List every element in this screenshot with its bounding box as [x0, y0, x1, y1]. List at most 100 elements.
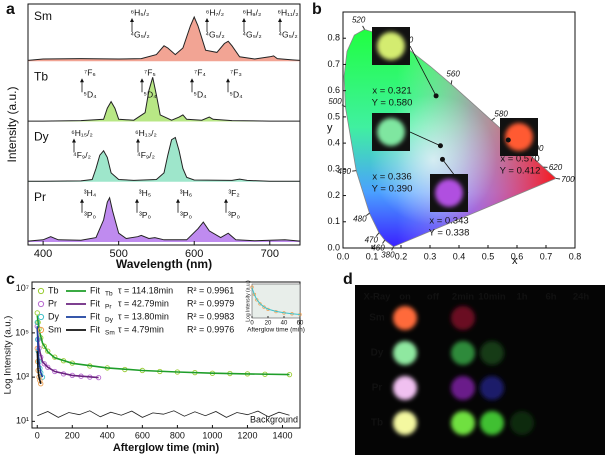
wavelength-label: 500: [328, 97, 342, 106]
fit-r2: R² = 0.9979: [187, 298, 234, 308]
transition-lower: ³P₀: [84, 210, 97, 220]
series-name: Tb: [34, 69, 48, 83]
x-tick-label: 0.3: [424, 251, 437, 261]
y-tick-label: 0.8: [327, 33, 340, 43]
transition-lower: ³P₀: [139, 210, 152, 220]
legend-label: Fit: [90, 285, 100, 295]
fit-line: [36, 326, 44, 378]
fit-r2: R² = 0.9976: [187, 324, 234, 334]
locus-tick: [491, 117, 496, 121]
x-tick-label: 0: [35, 430, 40, 440]
row-label: Tb: [371, 418, 383, 429]
background-label: Background: [250, 414, 298, 424]
x-tick-label: 0.7: [540, 251, 553, 261]
wavelength-label: 480: [353, 214, 367, 223]
inset-x-tick-label: 0: [250, 321, 254, 327]
x-tick-label: 1000: [202, 430, 222, 440]
inset-fit: [251, 287, 301, 315]
inset-x-label: Afterglow time (min): [247, 327, 305, 334]
fit-line: [36, 328, 99, 379]
legend-subscript: Pr: [105, 304, 112, 311]
y-tick-label: 0.5: [327, 111, 340, 121]
wavelength-label: 580: [494, 109, 508, 118]
legend-marker: [37, 287, 45, 295]
wavelength-label: 460: [371, 244, 385, 253]
spectrum-fill: [28, 197, 300, 242]
panel-label: b: [312, 1, 322, 18]
transition-lower: ⁵D₄: [143, 90, 157, 100]
spectrum-fill: [28, 137, 300, 182]
spectrum-fill: [28, 17, 300, 62]
x-tick-label: 0.6: [511, 251, 524, 261]
plot-frame: [27, 3, 301, 246]
legend-marker: [37, 300, 45, 308]
x-tick-label: 500: [109, 248, 127, 260]
sample-glow: [451, 411, 475, 435]
legend-label: Fit: [90, 298, 100, 308]
legend-subscript: Tb: [105, 291, 113, 298]
sample-glow: [435, 179, 463, 207]
sample-glow: [451, 376, 475, 400]
legend-subscript: Sm: [105, 330, 115, 337]
y-tick-label: 10¹: [16, 416, 29, 426]
x-tick-label: 600: [135, 430, 150, 440]
spectrum-line: [27, 15, 301, 61]
fit-line: [36, 315, 290, 376]
column-header: 6h: [545, 292, 556, 303]
data-point: [41, 343, 47, 349]
inset-point: [258, 302, 262, 306]
sample-glow: [480, 341, 504, 365]
series-name: Sm: [34, 9, 52, 23]
column-header: 2min: [452, 292, 474, 303]
row-label: Pr: [372, 383, 383, 394]
transition-lower: ⁴G₅/₂: [205, 29, 224, 39]
transition-lower: ⁵D₄: [83, 90, 97, 100]
column-header: X-Ray: [364, 292, 392, 303]
transition-upper: ⁷F₃: [230, 68, 242, 78]
panel-label: d: [343, 271, 353, 288]
transition-upper: ⁶H₇/₂: [206, 7, 224, 17]
plot-area: [34, 310, 293, 418]
wavelength-label: 470: [365, 236, 379, 245]
y-coordinate-label: Y = 0.338: [429, 228, 470, 239]
wavelength-label: 560: [446, 69, 460, 78]
y-tick-label: 10³: [16, 371, 29, 381]
x-tick-label: 0.2: [395, 251, 408, 261]
transition-upper: ⁶H₉/₂: [243, 7, 262, 17]
x-tick-label: 600: [185, 248, 203, 260]
x-tick-label: 800: [170, 430, 185, 440]
column-header: 24h: [573, 292, 590, 303]
x-coordinate-label: x = 0.321: [372, 86, 411, 97]
column-header: on: [399, 292, 411, 303]
x-tick-label: 1400: [272, 430, 292, 440]
locus-tick: [555, 177, 561, 180]
data-point: [34, 310, 40, 316]
row-label: Dy: [371, 348, 384, 359]
y-axis-label: Log Intensity (a.u.): [3, 316, 14, 395]
locus-tick: [365, 212, 370, 216]
row-label: Sm: [369, 313, 385, 324]
transition-upper: ³H₆: [180, 188, 192, 198]
transition-upper: ⁶H₁₃/₂: [135, 128, 157, 138]
sample-glow: [480, 411, 504, 435]
sample-glow: [393, 376, 417, 400]
y-tick-label: 0.1: [327, 216, 340, 226]
wavelength-label: 520: [352, 16, 366, 25]
legend-label: Sm: [48, 324, 62, 334]
sample-glow: [480, 376, 504, 400]
column-header: 1h: [516, 292, 527, 303]
transition-upper: ³H₄: [84, 188, 97, 198]
wavelength-label: 490: [338, 167, 352, 176]
transition-lower: ⁴F₉/₂: [73, 150, 91, 160]
locus-tick: [376, 232, 380, 237]
panel-label: a: [6, 1, 15, 18]
locus-tick: [450, 80, 453, 85]
y-coordinate-label: Y = 0.580: [372, 98, 413, 109]
x-coordinate-label: x = 0.343: [429, 216, 468, 227]
transition-lower: ⁴G₅/₂: [130, 29, 149, 39]
transition-upper: ⁷F₅: [144, 68, 156, 78]
legend-subscript: Dy: [105, 317, 114, 324]
legend-label: Tb: [48, 285, 59, 295]
transition-upper: ⁷F₄: [194, 68, 206, 78]
